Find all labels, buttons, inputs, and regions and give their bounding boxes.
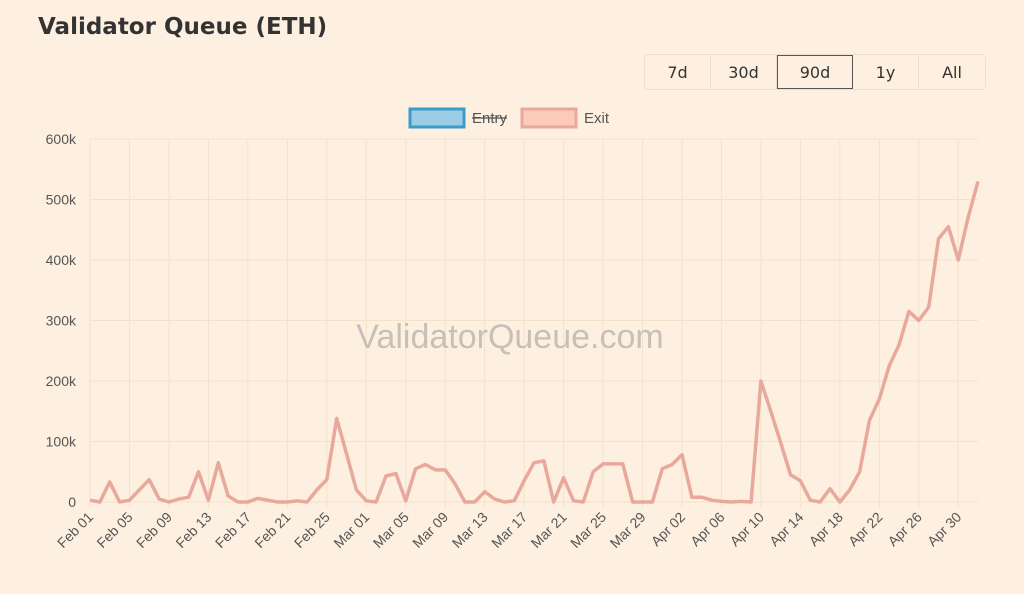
x-tick-label: Mar 29 (607, 509, 649, 551)
y-tick-label: 200k (46, 373, 77, 389)
y-tick-label: 600k (46, 131, 77, 147)
page-title: Validator Queue (ETH) (38, 14, 328, 40)
range-selector: 7d 30d 90d 1y All (644, 54, 986, 90)
range-button[interactable]: 7d (645, 55, 711, 89)
x-tick-label: Mar 13 (449, 509, 491, 551)
x-tick-label: Apr 10 (727, 509, 768, 550)
x-tick-label: Feb 21 (251, 509, 293, 551)
y-tick-label: 300k (46, 313, 77, 329)
x-tick-label: Mar 01 (330, 509, 372, 551)
y-tick-label: 500k (46, 192, 77, 208)
range-button[interactable]: All (942, 62, 962, 82)
x-tick-label: Mar 21 (528, 509, 570, 551)
watermark: ValidatorQueue.com (356, 318, 663, 356)
range-button[interactable]: 90d (777, 55, 853, 89)
x-tick-label: Apr 06 (687, 509, 728, 550)
range-button[interactable]: 1y (853, 55, 919, 89)
legend-label: Exit (584, 110, 610, 127)
y-tick-label: 400k (46, 252, 77, 268)
x-tick-label: Mar 17 (488, 509, 530, 551)
x-tick-label: Feb 17 (212, 509, 254, 551)
x-tick-label: Apr 22 (845, 509, 886, 550)
x-tick-label: Apr 18 (806, 509, 847, 550)
x-tick-label: Mar 05 (370, 509, 412, 551)
y-tick-label: 100k (46, 434, 77, 450)
x-tick-label: Feb 05 (93, 509, 135, 551)
x-tick-label: Feb 09 (133, 509, 175, 551)
x-tick-label: Feb 25 (291, 509, 333, 551)
x-tick-label: Apr 02 (648, 509, 689, 550)
y-tick-label: 0 (68, 494, 76, 510)
range-button[interactable]: 30d (711, 55, 777, 89)
x-tick-label: Apr 14 (766, 509, 807, 550)
x-tick-label: Feb 13 (172, 509, 214, 551)
x-tick-label: Apr 30 (924, 509, 965, 550)
x-tick-label: Feb 01 (54, 509, 96, 551)
data-line (89, 180, 980, 504)
x-tick-label: Apr 26 (884, 509, 925, 550)
x-tick-label: Mar 25 (567, 509, 609, 551)
legend-swatch (408, 107, 466, 129)
x-tick-label: Mar 09 (409, 509, 451, 551)
legend-swatch (520, 107, 578, 129)
